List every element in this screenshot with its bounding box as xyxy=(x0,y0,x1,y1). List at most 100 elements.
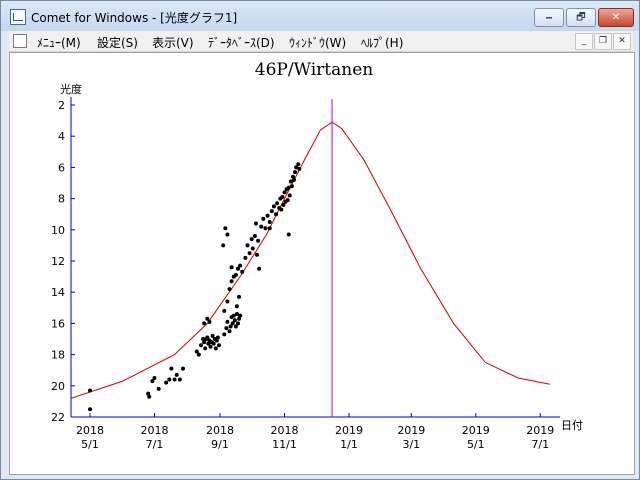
observation-point xyxy=(194,349,199,354)
document-chart-icon[interactable] xyxy=(13,34,27,48)
menu-item-help[interactable]: ﾍﾙﾌﾟ(H) xyxy=(361,36,404,50)
observation-point xyxy=(230,321,235,326)
observation-point xyxy=(216,343,221,348)
x-tick-year: 2018 xyxy=(270,424,298,437)
observation-point xyxy=(205,335,210,340)
y-tick-label: 2 xyxy=(58,99,65,112)
observation-point xyxy=(286,232,291,237)
observation-point xyxy=(279,207,284,212)
observation-point xyxy=(221,243,226,248)
x-tick-year: 2019 xyxy=(462,424,490,437)
observation-point xyxy=(285,198,290,203)
observation-point xyxy=(206,341,211,346)
y-tick-label: 8 xyxy=(58,193,65,206)
mdi-close-button[interactable]: ✕ xyxy=(613,33,631,50)
observation-point xyxy=(147,394,152,399)
observation-point xyxy=(229,265,234,270)
observation-point xyxy=(247,251,252,256)
observation-point xyxy=(267,226,272,231)
observation-point xyxy=(222,332,227,337)
observation-point xyxy=(201,337,206,341)
observation-point xyxy=(207,319,212,324)
observation-point xyxy=(169,366,174,371)
x-axis-label: 日付 xyxy=(561,419,583,432)
observation-point xyxy=(233,273,238,278)
observation-point xyxy=(198,343,203,348)
x-tick-date: 11/1 xyxy=(272,438,297,451)
observation-point xyxy=(164,380,169,385)
observation-point xyxy=(88,388,93,393)
chart-area: 46P/Wirtanen 光度 日付 2 4 6 8 10 12 14 16 18 20 22 20… xyxy=(9,52,635,475)
observation-point xyxy=(174,372,179,377)
x-tick-year: 2019 xyxy=(335,424,363,437)
close-button[interactable]: ✕ xyxy=(598,8,634,27)
menu-item-window[interactable]: ｳｨﾝﾄﾞｳ(W) xyxy=(289,36,347,50)
observation-point xyxy=(256,238,261,243)
y-tick-label: 14 xyxy=(51,286,65,299)
mdi-restore-button[interactable]: ❐ xyxy=(594,33,612,50)
y-ticks: 2 4 6 8 10 12 14 16 18 20 22 xyxy=(51,99,75,424)
observation-point xyxy=(265,213,270,218)
observation-point xyxy=(240,269,245,274)
observation-point xyxy=(214,338,219,343)
mdi-minimize-button[interactable]: _ xyxy=(575,33,593,50)
observation-point xyxy=(257,266,262,271)
observation-point xyxy=(286,185,291,190)
menu-item-view[interactable]: 表示(V) xyxy=(152,36,194,50)
observation-point xyxy=(225,232,230,237)
maximize-button[interactable]: 🗗 xyxy=(566,8,596,27)
chart-title: 46P/Wirtanen xyxy=(255,60,374,80)
observation-point xyxy=(274,212,279,217)
observation-point xyxy=(253,221,258,226)
observation-point xyxy=(249,237,254,242)
observation-point xyxy=(232,318,237,323)
y-axis-label: 光度 xyxy=(60,82,82,96)
menu-bar: ﾒﾆｭｰ(M) 設定(S) 表示(V) ﾃﾞｰﾀﾍﾞｰｽ(D) ｳｨﾝﾄﾞｳ(W… xyxy=(9,31,633,52)
menu-item-database[interactable]: ﾃﾞｰﾀﾍﾞｰｽ(D) xyxy=(208,36,275,50)
observation-point xyxy=(269,209,274,214)
predicted-curve-line xyxy=(70,121,550,399)
observation-point xyxy=(290,174,295,179)
title-bar[interactable]: Comet for Windows - [光度グラフ1] 🗕 🗗 ✕ xyxy=(1,1,639,31)
y-tick-label: 18 xyxy=(51,349,65,362)
menu-item-settings[interactable]: 設定(S) xyxy=(97,36,138,50)
observation-point xyxy=(234,304,239,309)
observation-point xyxy=(238,313,243,318)
observation-point xyxy=(280,195,285,200)
observation-point xyxy=(259,224,264,229)
x-tick-date: 3/1 xyxy=(402,438,420,451)
minimize-button[interactable]: 🗕 xyxy=(534,8,564,27)
observation-point xyxy=(225,299,230,304)
observation-point xyxy=(297,166,302,171)
app-chart-icon[interactable] xyxy=(10,9,26,25)
x-tick-date: 9/1 xyxy=(211,438,229,451)
y-tick-label: 16 xyxy=(51,317,65,330)
observation-point xyxy=(287,193,292,198)
y-tick-label: 4 xyxy=(58,130,65,143)
window-title: Comet for Windows - [光度グラフ1] xyxy=(31,11,238,25)
observation-point xyxy=(213,346,218,351)
observation-point xyxy=(211,341,216,346)
observation-point xyxy=(223,226,228,231)
observation-point xyxy=(181,366,186,371)
observation-point xyxy=(235,321,240,326)
observation-point xyxy=(88,407,93,412)
observation-point xyxy=(172,377,177,382)
observation-point xyxy=(225,319,230,324)
x-tick-date: 7/1 xyxy=(146,438,164,451)
observation-point xyxy=(205,316,210,321)
observation-point xyxy=(282,190,287,195)
menu-item-menu[interactable]: ﾒﾆｭｰ(M) xyxy=(37,36,81,50)
observation-point xyxy=(196,352,201,357)
observation-point xyxy=(234,312,239,317)
observation-point xyxy=(177,377,182,382)
observation-point xyxy=(252,234,257,239)
observation-point xyxy=(228,324,233,329)
observation-point xyxy=(224,326,229,331)
predicted-curve xyxy=(70,121,550,399)
observation-point xyxy=(275,201,280,206)
observation-point xyxy=(237,316,242,321)
observation-point xyxy=(271,204,276,209)
observation-point xyxy=(233,324,238,329)
